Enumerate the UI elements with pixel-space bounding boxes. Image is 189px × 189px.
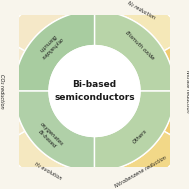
Polygon shape [14, 91, 94, 171]
Polygon shape [3, 131, 94, 189]
Polygon shape [0, 38, 25, 144]
Text: Nitrobenzene reduction: Nitrobenzene reduction [114, 155, 168, 189]
Polygon shape [94, 131, 186, 189]
Circle shape [49, 46, 140, 136]
Text: oxygenates: oxygenates [39, 122, 64, 147]
Text: oxyhalides: oxyhalides [40, 36, 63, 60]
Polygon shape [94, 0, 186, 51]
Polygon shape [94, 91, 175, 171]
Polygon shape [14, 11, 94, 91]
Polygon shape [3, 0, 94, 51]
Text: Bi-based
semiconductors: Bi-based semiconductors [54, 80, 135, 102]
Text: CO₂ reduction: CO₂ reduction [0, 74, 4, 108]
Text: H₂ evolution: H₂ evolution [33, 162, 62, 181]
Polygon shape [164, 38, 189, 144]
Text: Nitrate reduction: Nitrate reduction [185, 70, 189, 112]
Polygon shape [94, 11, 175, 91]
Text: Bismuth: Bismuth [37, 34, 56, 53]
Text: Bismuth oxide: Bismuth oxide [125, 30, 155, 61]
Text: Bi-based: Bi-based [37, 129, 57, 149]
Text: N₂ reduction: N₂ reduction [126, 0, 156, 20]
Text: Others: Others [132, 128, 148, 145]
